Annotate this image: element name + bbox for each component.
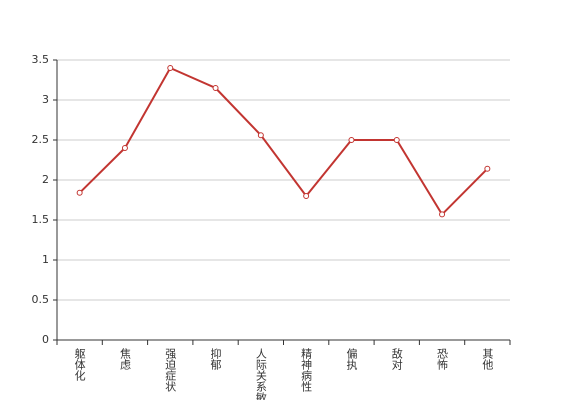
- x-tick-label: 人际关系敏感: [254, 348, 267, 400]
- x-tick-label: 强迫症状: [164, 348, 177, 392]
- y-tick-label: 1: [42, 253, 49, 266]
- y-tick-label: 2: [42, 173, 49, 186]
- x-tick-label: 其他: [481, 348, 494, 370]
- x-tick-label: 躯体化: [73, 348, 86, 382]
- point: [439, 211, 446, 218]
- point: [167, 65, 174, 71]
- y-tick-label: 1.5: [32, 213, 50, 226]
- x-tick-label: 抑郁: [209, 347, 222, 370]
- point: [303, 193, 310, 199]
- point: [484, 165, 491, 172]
- point: [393, 137, 400, 143]
- y-tick-label: 0: [42, 333, 49, 346]
- x-tick-label: 敌对: [390, 347, 403, 370]
- point: [76, 189, 83, 196]
- x-tick-label: 精神病性: [300, 348, 313, 393]
- line: [78, 66, 489, 217]
- point: [348, 137, 355, 143]
- point: [257, 132, 264, 139]
- y-tick-label: 0.5: [32, 293, 50, 306]
- point: [212, 85, 219, 91]
- y-tick-label: 3.5: [32, 53, 50, 66]
- y-tick-label: 2.5: [32, 133, 50, 146]
- x-tick-label: 偏执: [345, 347, 358, 371]
- y-tick-label: 3: [42, 93, 49, 106]
- x-tick-label: 焦虑: [118, 348, 131, 370]
- x-tick-label: 恐怖: [436, 348, 449, 370]
- point: [121, 145, 128, 151]
